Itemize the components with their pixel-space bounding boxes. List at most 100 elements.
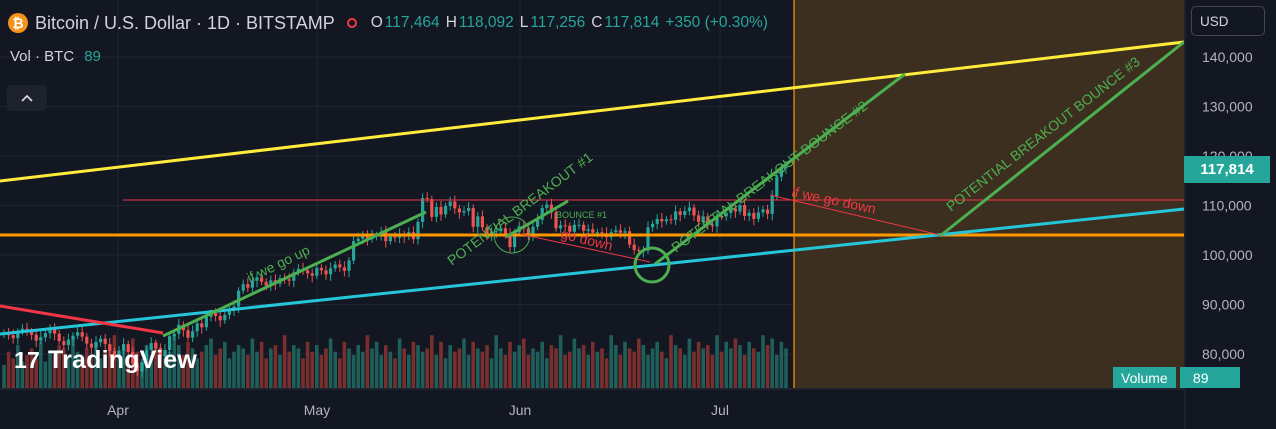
candle bbox=[48, 324, 52, 339]
volume-bar bbox=[687, 338, 692, 388]
volume-legend-label: Vol · BTC bbox=[10, 48, 75, 65]
volume-bar bbox=[213, 355, 218, 388]
candle bbox=[140, 358, 144, 377]
candle-body bbox=[154, 343, 158, 349]
volume-bar bbox=[457, 348, 462, 388]
volume-bar bbox=[71, 338, 75, 388]
symbol-title[interactable]: Bitcoin / U.S. Dollar · 1D · BITSTAMP bbox=[35, 12, 335, 33]
candle-body bbox=[761, 209, 765, 213]
candle-body bbox=[76, 332, 80, 336]
candle-body bbox=[430, 199, 434, 217]
volume-bar bbox=[724, 341, 728, 388]
candle bbox=[319, 264, 323, 275]
volume-bar bbox=[287, 351, 291, 388]
candle-body bbox=[99, 338, 103, 343]
candle-body bbox=[126, 344, 130, 353]
candle bbox=[471, 204, 475, 233]
candle-body bbox=[269, 280, 273, 286]
candle bbox=[476, 211, 480, 234]
candle bbox=[572, 220, 576, 236]
candle-body bbox=[572, 224, 576, 232]
volume-bar bbox=[503, 355, 508, 388]
candle bbox=[191, 325, 195, 343]
candle bbox=[126, 340, 130, 359]
volume-bar bbox=[756, 351, 761, 388]
candle-body bbox=[756, 212, 760, 219]
candle-body bbox=[623, 231, 627, 233]
tradingview-logo[interactable]: 17 TradingView bbox=[14, 346, 197, 375]
volume-bar bbox=[696, 341, 701, 388]
volume-bar bbox=[623, 341, 627, 388]
volume-bar bbox=[227, 358, 232, 388]
red-path-line bbox=[519, 233, 651, 263]
volume-bar bbox=[591, 341, 595, 388]
candle-body bbox=[485, 227, 489, 236]
collapse-legend-button[interactable] bbox=[7, 85, 47, 111]
candle bbox=[434, 202, 438, 223]
candle-body bbox=[697, 215, 701, 222]
candle-body bbox=[80, 332, 84, 337]
volume-bar bbox=[540, 341, 544, 388]
volume-bar bbox=[549, 345, 554, 388]
candle bbox=[163, 344, 167, 363]
candle-body bbox=[710, 225, 714, 227]
candle-body bbox=[706, 216, 710, 226]
candle-body bbox=[651, 223, 655, 228]
volume-bar bbox=[25, 355, 29, 388]
volume-bar bbox=[200, 351, 204, 388]
volume-bar bbox=[535, 351, 540, 388]
volume-bar bbox=[282, 335, 287, 388]
green-arrow-bounce-3 bbox=[939, 40, 1185, 238]
x-tick-label: Apr bbox=[107, 402, 129, 418]
volume-legend[interactable]: Vol · BTC 89 bbox=[10, 48, 101, 65]
candle bbox=[664, 215, 668, 225]
candle bbox=[20, 324, 24, 336]
candle bbox=[448, 196, 452, 211]
volume-bar bbox=[269, 348, 273, 388]
candle bbox=[223, 311, 227, 324]
candle-body bbox=[250, 280, 254, 288]
candle-body bbox=[260, 277, 264, 282]
volume-bar bbox=[333, 351, 337, 388]
candle bbox=[770, 190, 774, 221]
candle bbox=[738, 200, 742, 215]
candle bbox=[347, 256, 351, 278]
candle bbox=[255, 272, 259, 288]
candle-body bbox=[591, 229, 595, 233]
volume-bar bbox=[75, 351, 80, 388]
volume-bar bbox=[29, 348, 34, 388]
candle-body bbox=[425, 198, 429, 200]
candle-body bbox=[103, 338, 107, 345]
x-tick-label: Jun bbox=[509, 402, 532, 418]
volume-bar bbox=[430, 335, 434, 388]
candle-body bbox=[747, 212, 751, 216]
candle-body bbox=[338, 264, 342, 268]
candle-body bbox=[237, 290, 241, 307]
candle-body bbox=[214, 312, 218, 316]
currency-button[interactable]: USD bbox=[1191, 6, 1265, 36]
candle-body bbox=[683, 210, 687, 215]
candle-body bbox=[62, 341, 66, 346]
candle-body bbox=[434, 206, 438, 217]
candle-body bbox=[342, 267, 346, 271]
candle bbox=[425, 192, 429, 203]
candle-body bbox=[595, 232, 599, 234]
volume-bar bbox=[117, 355, 121, 388]
candle-body bbox=[692, 207, 696, 216]
volume-bar bbox=[489, 358, 494, 388]
candle-body bbox=[292, 272, 296, 281]
volume-bar bbox=[397, 338, 402, 388]
candle bbox=[62, 336, 66, 350]
candle-body bbox=[559, 225, 563, 229]
candle-body bbox=[637, 250, 641, 252]
volume-bar bbox=[770, 338, 774, 388]
volume-bar bbox=[480, 351, 485, 388]
candle bbox=[715, 209, 719, 233]
candle bbox=[108, 338, 112, 358]
volume-bar bbox=[508, 341, 512, 388]
candle-body bbox=[168, 336, 172, 351]
volume-bar bbox=[342, 341, 347, 388]
candle-body bbox=[71, 335, 75, 340]
volume-bar bbox=[324, 348, 328, 388]
